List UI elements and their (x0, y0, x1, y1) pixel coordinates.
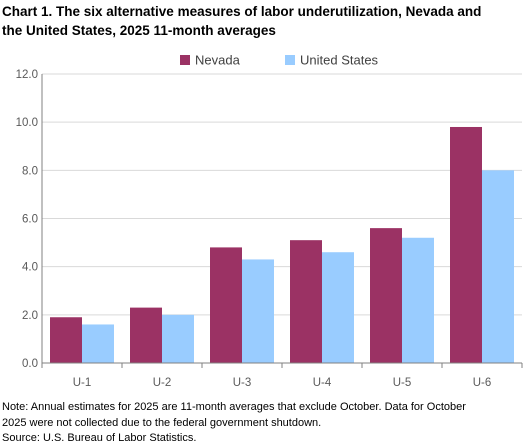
note-line-2: 2025 were not collected due to the feder… (2, 416, 322, 429)
bar-united-states-u-6 (482, 170, 514, 363)
note-line-1: Note: Annual estimates for 2025 are 11-m… (2, 401, 466, 413)
x-tick-label: U-3 (233, 377, 252, 389)
y-tick-label: 0.0 (22, 358, 38, 370)
y-tick-label: 8.0 (22, 165, 38, 177)
bar-chart: 0.02.04.06.08.010.012.0 U-1 U-2 U-3 U-4 U-5 U… (16, 53, 523, 389)
axes (41, 74, 523, 368)
chart-title: Chart 1. The six alternative measures of… (2, 2, 522, 40)
gridlines (42, 73, 522, 316)
x-tick-label: U-1 (73, 377, 92, 389)
bar-united-states-u-3 (242, 259, 274, 363)
chart-footnote: Note: Annual estimates for 2025 are 11-m… (2, 400, 526, 447)
y-tick-label: 4.0 (22, 262, 38, 274)
legend-swatch-united-states (285, 55, 295, 65)
bar-nevada-u-5 (370, 228, 402, 363)
bar-united-states-u-2 (162, 314, 194, 363)
bar-united-states-u-5 (402, 237, 434, 363)
legend: Nevada United States (180, 53, 379, 68)
y-tick-label: 2.0 (22, 310, 38, 322)
legend-label-united-states: United States (300, 53, 379, 68)
x-tick-label: U-5 (393, 377, 412, 389)
y-tick-label: 6.0 (22, 214, 38, 226)
y-tick-label: 12.0 (16, 69, 38, 81)
x-tick-label: U-6 (473, 377, 492, 389)
bar-nevada-u-4 (290, 240, 322, 363)
y-axis-tick-labels: 0.0 2.0 4.0 6.0 8.0 10.0 12.0 (16, 69, 38, 370)
bar-nevada-u-3 (210, 247, 242, 363)
legend-label-nevada: Nevada (195, 53, 241, 68)
chart-title-line-2: the United States, 2025 11-month average… (2, 23, 276, 38)
legend-swatch-nevada (180, 55, 190, 65)
y-tick-label: 10.0 (16, 117, 38, 129)
bars (50, 126, 514, 363)
bar-united-states-u-4 (322, 252, 354, 363)
bar-nevada-u-2 (130, 307, 162, 363)
bar-nevada-u-1 (50, 317, 82, 363)
x-axis-tick-labels: U-1 U-2 U-3 U-4 U-5 U-6 (73, 377, 492, 389)
source-line: Source: U.S. Bureau of Labor Statistics. (2, 432, 197, 444)
bar-united-states-u-1 (82, 324, 114, 363)
bar-nevada-u-6 (450, 126, 482, 363)
x-tick-label: U-2 (153, 377, 172, 389)
chart-title-line-1: Chart 1. The six alternative measures of… (2, 4, 482, 19)
x-tick-label: U-4 (313, 377, 332, 389)
